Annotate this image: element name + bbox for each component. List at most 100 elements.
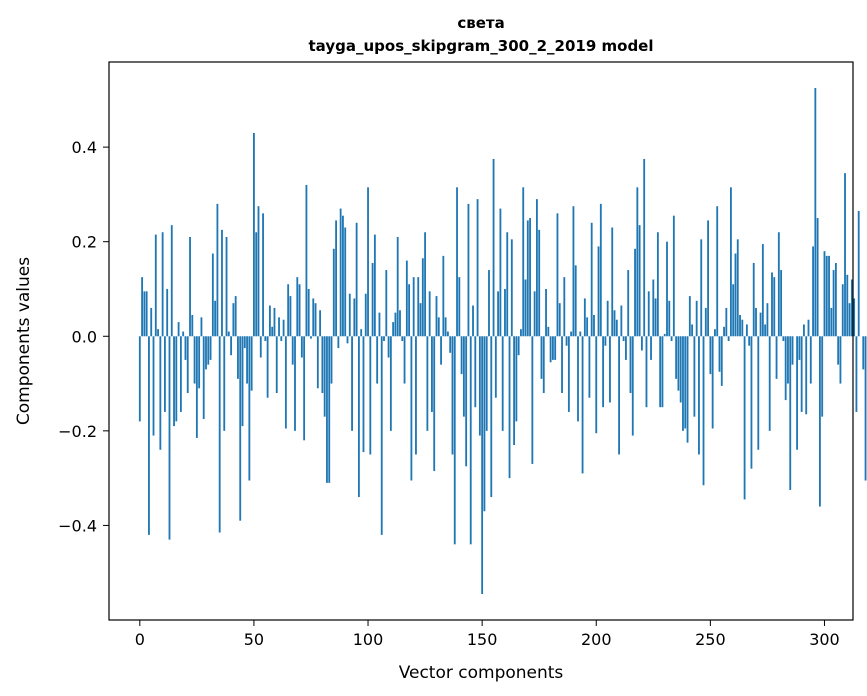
- bar-296: [814, 88, 817, 337]
- bar-140: [458, 277, 461, 337]
- bar-200: [595, 336, 598, 434]
- bar-175: [538, 229, 541, 337]
- bar-188: [567, 336, 570, 412]
- bar-89: [342, 215, 344, 337]
- bar-40: [230, 336, 233, 356]
- bar-253: [716, 206, 719, 337]
- bar-281: [780, 270, 783, 337]
- bar-278: [773, 277, 776, 337]
- plot-frame: [108, 61, 854, 621]
- y-tick-label: 0.0: [72, 327, 97, 346]
- bar-87: [337, 336, 340, 349]
- bar-59: [273, 307, 276, 337]
- bar-254: [718, 336, 721, 372]
- bar-251: [711, 336, 714, 429]
- bar-35: [218, 336, 221, 533]
- bar-108: [385, 270, 388, 337]
- bar-109: [387, 336, 390, 358]
- bar-309: [844, 173, 846, 337]
- bar-162: [508, 336, 511, 479]
- bar-209: [615, 319, 618, 337]
- bar-132: [440, 336, 442, 365]
- bar-197: [588, 336, 591, 398]
- bar-185: [561, 336, 563, 394]
- chart-subtitle: tayga_upos_skipgram_300_2_2019 model: [309, 37, 654, 55]
- bar-180: [549, 336, 552, 363]
- bar-128: [431, 336, 433, 412]
- bar-74: [307, 288, 310, 337]
- bar-201: [597, 246, 600, 337]
- bar-139: [456, 187, 458, 337]
- bar-66: [289, 296, 292, 337]
- bar-303: [830, 307, 833, 337]
- bar-102: [371, 262, 374, 337]
- bar-284: [787, 336, 789, 384]
- bar-119: [410, 336, 413, 481]
- bar-101: [369, 336, 372, 455]
- bar-163: [510, 239, 513, 337]
- bar-34: [216, 203, 219, 337]
- bar-189: [570, 331, 573, 337]
- bar-51: [255, 232, 258, 337]
- bar-152: [485, 336, 488, 431]
- bar-270: [755, 307, 757, 337]
- bar-193: [579, 331, 582, 337]
- bar-47: [246, 336, 248, 384]
- bar-184: [558, 303, 561, 337]
- bar-205: [606, 300, 609, 337]
- bar-91: [346, 336, 349, 344]
- bar-241: [688, 296, 691, 337]
- bar-170: [526, 220, 529, 337]
- bar-310: [846, 274, 849, 337]
- bar-187: [565, 336, 568, 346]
- bar-37: [223, 336, 226, 431]
- bar-149: [478, 336, 481, 436]
- bar-307: [839, 336, 842, 384]
- bar-77: [314, 303, 317, 337]
- bar-116: [403, 336, 406, 384]
- bar-255: [720, 336, 723, 386]
- bar-156: [494, 336, 497, 398]
- bar-81: [323, 336, 326, 417]
- bar-135: [447, 331, 449, 337]
- bar-50: [253, 132, 255, 337]
- bar-52: [257, 206, 260, 337]
- bar-215: [629, 336, 632, 394]
- y-axis-label: Components values: [14, 257, 34, 425]
- bar-79: [319, 310, 322, 337]
- bar-123: [419, 303, 422, 337]
- bar-121: [415, 336, 417, 455]
- bar-69: [296, 277, 299, 337]
- bar-258: [727, 336, 730, 341]
- bar-83: [328, 336, 331, 483]
- bar-118: [408, 284, 411, 337]
- bar-174: [536, 199, 538, 337]
- bar-292: [805, 336, 808, 415]
- bar-75: [310, 336, 312, 339]
- bar-67: [291, 336, 294, 365]
- bar-96: [357, 336, 360, 498]
- bar-272: [759, 312, 762, 337]
- bar-244: [695, 300, 698, 337]
- bar-208: [613, 310, 616, 337]
- bar-191: [574, 265, 577, 337]
- bar-0: [138, 336, 141, 422]
- bar-246: [700, 239, 703, 337]
- bar-261: [734, 253, 737, 337]
- bar-250: [709, 336, 712, 375]
- bar-18: [179, 336, 182, 412]
- bar-252: [714, 329, 716, 337]
- x-tick-label: 0: [135, 630, 145, 649]
- bar-48: [248, 336, 251, 481]
- bar-61: [278, 317, 280, 337]
- bar-54: [262, 213, 264, 337]
- bar-206: [609, 336, 611, 403]
- bar-31: [209, 336, 212, 360]
- bar-298: [819, 336, 821, 507]
- bars-group: [138, 88, 867, 594]
- bar-217: [634, 248, 636, 337]
- bar-22: [189, 236, 191, 337]
- bar-173: [533, 291, 536, 337]
- bar-285: [789, 336, 792, 490]
- bar-311: [848, 303, 851, 337]
